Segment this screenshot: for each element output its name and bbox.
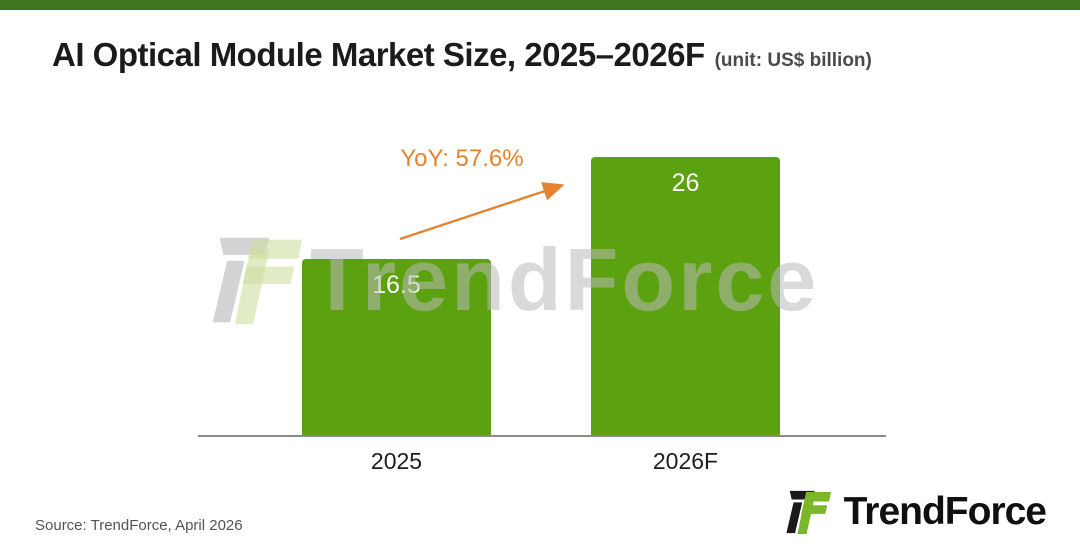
chart-header: AI Optical Module Market Size, 2025–2026… [52,36,872,74]
trendforce-logo-mark-icon [786,490,831,535]
bar-value-label: 26 [671,169,700,197]
bar-2025: 16.5 [302,259,491,436]
trendforce-logo-mark-icon [212,237,303,325]
source-note: Source: TrendForce, April 2026 [35,517,243,534]
x-axis-line [198,435,886,437]
x-tick-2026f: 2026F [652,448,719,474]
unit-label: (unit: US$ billion) [714,50,872,71]
bar-2026f: 26 [591,157,780,436]
brand-logo: TrendForce [780,488,1047,536]
page-title: AI Optical Module Market Size, 2025–2026… [52,36,705,73]
bar-value-label: 16.5 [372,271,421,299]
brand-logo-text: TrendForce [843,490,1047,533]
top-accent-bar [0,0,1080,10]
yoy-annotation: YoY: 57.6% [400,145,524,172]
x-tick-2025: 2025 [370,448,423,474]
